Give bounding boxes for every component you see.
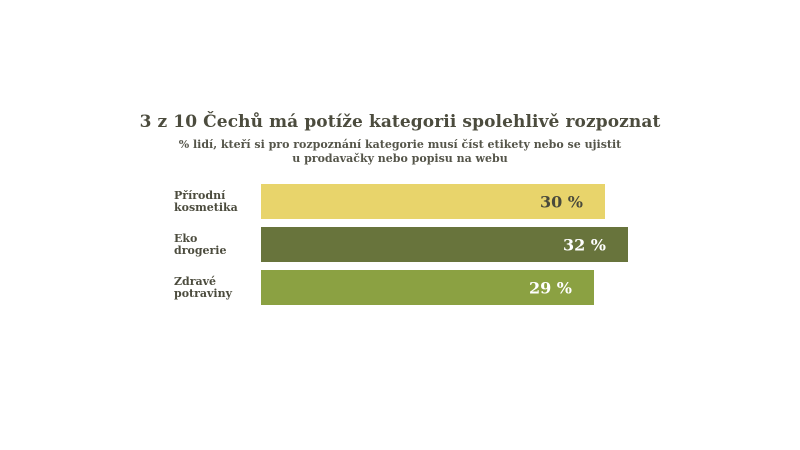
bar-row-eko-drogerie: Eko drogerie 32 % [0, 227, 800, 262]
bar-zdrave-potraviny: 29 % [261, 270, 594, 305]
bar-row-prirodni-kosmetika: Přírodní kosmetika 30 % [0, 184, 800, 219]
label-line: drogerie [174, 243, 227, 257]
value-label: 29 % [528, 278, 572, 297]
bar-eko-drogerie: 32 % [261, 227, 628, 262]
bar-row-zdrave-potraviny: Zdravé potraviny 29 % [0, 270, 800, 305]
chart-subtitle: % lidí, kteří si pro rozpoznání kategori… [0, 138, 800, 166]
label-line: Přírodní [174, 188, 226, 202]
label-line: potraviny [174, 286, 232, 300]
category-label: Přírodní kosmetika [174, 188, 254, 214]
subtitle-line-2: u prodavačky nebo popisu na webu [292, 152, 508, 165]
value-label: 30 % [539, 192, 583, 211]
label-line: Eko [174, 231, 198, 245]
chart-title: 3 z 10 Čechů má potíže kategorii spolehl… [139, 112, 661, 132]
bar-prirodni-kosmetika: 30 % [261, 184, 605, 219]
category-label: Zdravé potraviny [174, 274, 254, 300]
label-line: Zdravé [174, 274, 217, 288]
subtitle-line-1: % lidí, kteří si pro rozpoznání kategori… [178, 138, 622, 151]
value-label: 32 % [562, 235, 606, 254]
category-label: Eko drogerie [174, 231, 254, 257]
label-line: kosmetika [174, 200, 238, 214]
